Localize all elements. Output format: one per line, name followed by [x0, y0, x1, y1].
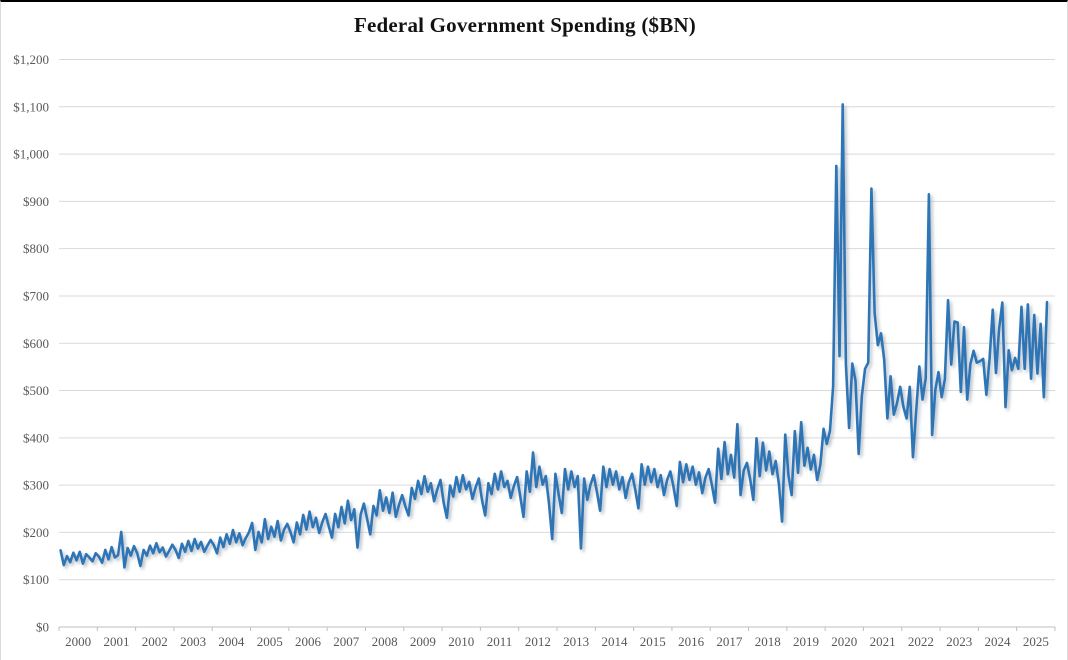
x-axis-label: 2011 — [487, 634, 513, 649]
y-axis-label: $300 — [23, 478, 49, 493]
x-axis-label: 2007 — [333, 634, 360, 649]
x-axis-label: 2012 — [525, 634, 551, 649]
y-axis-label: $1,200 — [13, 52, 49, 67]
x-axis-label: 2001 — [103, 634, 129, 649]
x-axis-label: 2017 — [716, 634, 743, 649]
y-axis-label: $900 — [23, 194, 49, 209]
x-axis-label: 2023 — [946, 634, 972, 649]
y-axis-label: $200 — [23, 525, 49, 540]
x-axis-label: 2018 — [755, 634, 781, 649]
y-axis-label: $1,000 — [13, 147, 49, 162]
x-axis-label: 2000 — [65, 634, 91, 649]
x-axis-label: 2022 — [908, 634, 934, 649]
y-axis-label: $400 — [23, 430, 49, 445]
y-axis-label: $700 — [23, 288, 49, 303]
x-axis-label: 2005 — [257, 634, 283, 649]
chart-title: Federal Government Spending ($BN) — [353, 13, 696, 37]
y-axis-label: $0 — [36, 620, 49, 635]
x-axis-label: 2008 — [372, 634, 398, 649]
y-axis-label: $500 — [23, 383, 49, 398]
spending-series-line — [59, 103, 1049, 569]
x-axis-label: 2006 — [295, 634, 322, 649]
x-axis-label: 2025 — [1023, 634, 1049, 649]
x-axis-label: 2021 — [870, 634, 896, 649]
x-axis-label: 2024 — [985, 634, 1012, 649]
y-axis-label: $100 — [23, 572, 49, 587]
y-axis-label: $600 — [23, 336, 49, 351]
x-axis-label: 2016 — [678, 634, 705, 649]
x-axis-label: 2004 — [218, 634, 245, 649]
x-axis-label: 2014 — [601, 634, 628, 649]
y-axis-label: $1,100 — [13, 99, 49, 114]
x-axis-label: 2020 — [831, 634, 857, 649]
y-axis-label: $800 — [23, 241, 49, 256]
x-axis-label: 2009 — [410, 634, 436, 649]
x-axis-label: 2013 — [563, 634, 589, 649]
x-axis-label: 2015 — [640, 634, 666, 649]
x-axis-label: 2002 — [142, 634, 168, 649]
x-axis-label: 2003 — [180, 634, 206, 649]
x-axis-label: 2019 — [793, 634, 819, 649]
x-axis-label: 2010 — [448, 634, 474, 649]
